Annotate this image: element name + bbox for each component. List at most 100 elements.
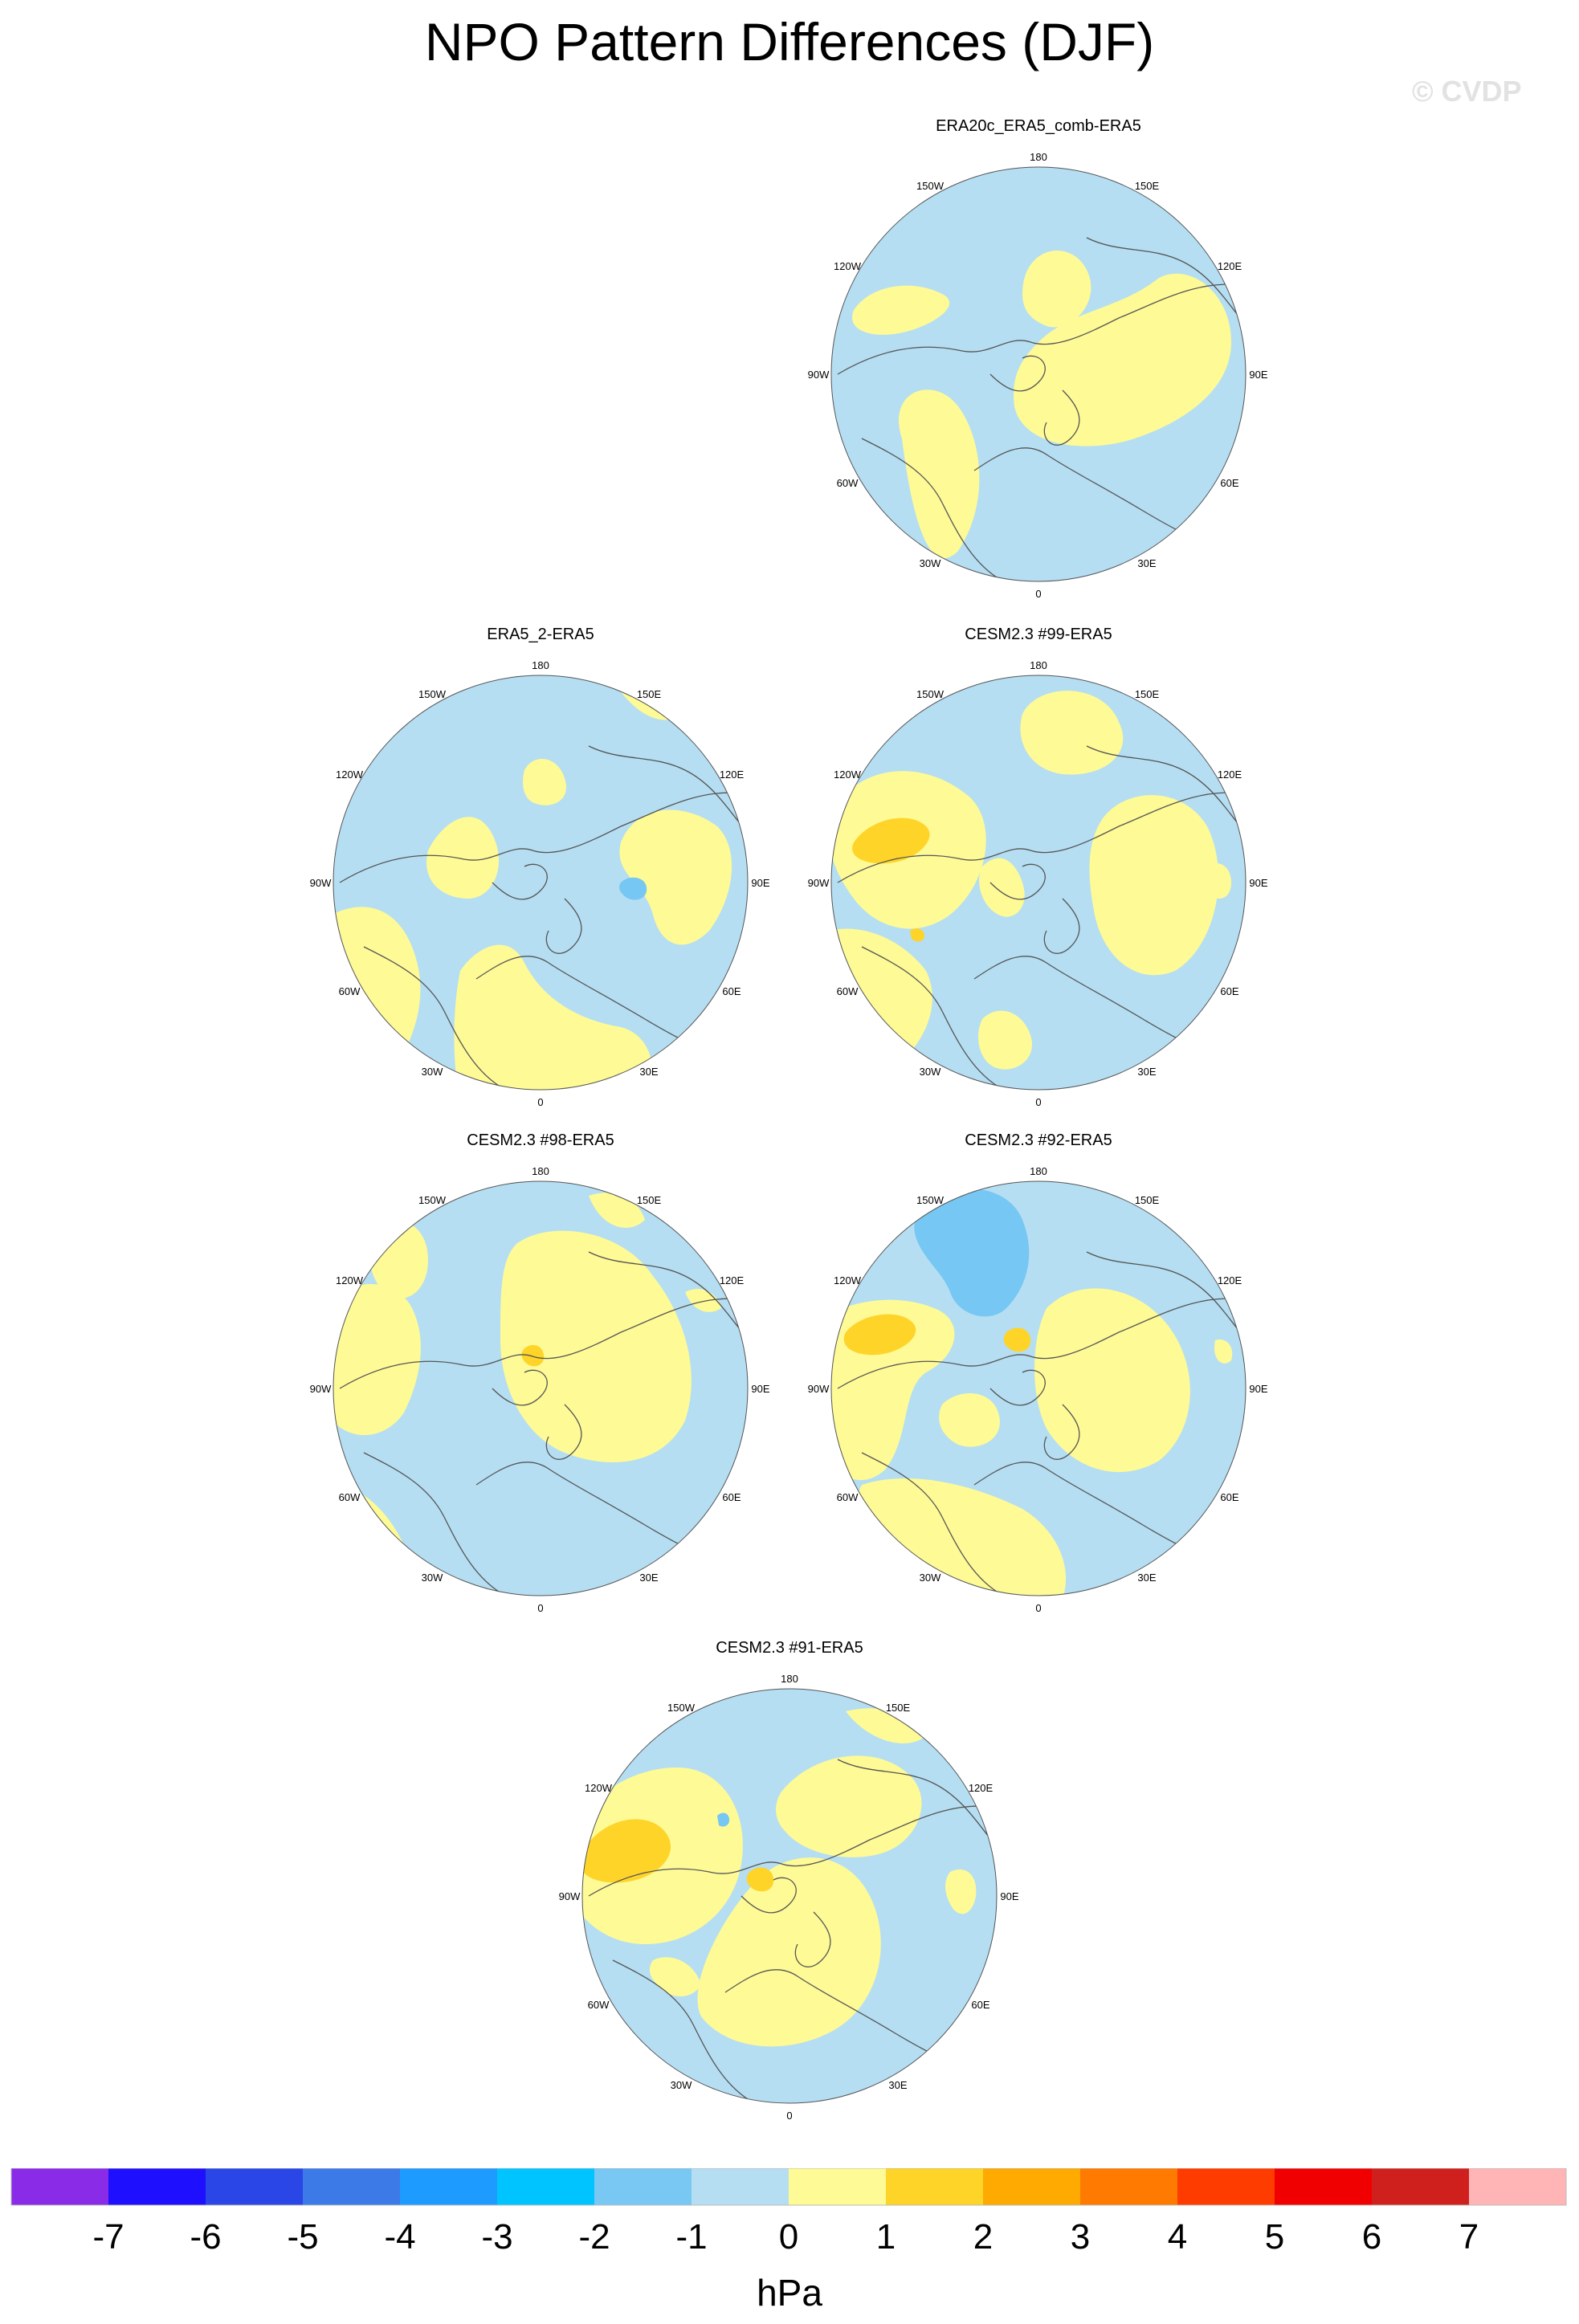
colorbar-boxes <box>10 2168 1567 2206</box>
colorbar-unit: hPa <box>757 2272 822 2314</box>
lon-label-60e: 60E <box>971 1999 989 2011</box>
coastline <box>492 1369 548 1406</box>
coastline <box>339 792 748 883</box>
colorbar-box <box>1080 2168 1178 2205</box>
lon-label-120w: 120W <box>834 1274 862 1286</box>
longitude-labels: 180 0 150W 150E 120W 120E 90W 90E 60W 60… <box>808 659 1268 1108</box>
lon-label-120w: 120W <box>834 260 862 272</box>
positive-anomaly <box>945 1869 977 1914</box>
lon-label-120e: 120E <box>1218 769 1242 781</box>
lon-label-30e: 30E <box>1137 557 1156 569</box>
positive-anomaly <box>1089 795 1219 976</box>
lon-label-150w: 150W <box>916 1194 945 1206</box>
page-title: NPO Pattern Differences (DJF) <box>424 12 1155 71</box>
lon-label-top: 180 <box>1030 151 1047 163</box>
lon-label-120e: 120E <box>1218 1274 1242 1286</box>
colorbar-tick-label: 4 <box>1168 2217 1187 2257</box>
lon-label-60w: 60W <box>837 985 859 997</box>
lon-label-30e: 30E <box>888 2079 907 2091</box>
lon-label-120e: 120E <box>1218 260 1242 272</box>
coastline <box>1086 237 1246 327</box>
lon-label-30e: 30E <box>639 1572 658 1584</box>
positive-anomaly <box>454 944 653 1090</box>
colorbar-box <box>1372 2168 1470 2205</box>
lon-label-60w: 60W <box>837 1491 859 1503</box>
lon-label-150w: 150W <box>667 1702 696 1714</box>
coastline <box>545 898 582 954</box>
coastline <box>588 1805 997 1897</box>
strong-positive-anomaly <box>852 817 930 864</box>
polar-map: 180 0 150W 150E 120W 120E 90W 90E 60W 60… <box>808 659 1268 1108</box>
map-panel-2: ERA5_2-ERA5 180 0 150W 150E 1 <box>284 626 798 1123</box>
map-panel-4: CESM2.3 #98-ERA5 180 0 150W 150E 120 <box>284 1131 798 1629</box>
lon-label-90w: 90W <box>310 1383 332 1395</box>
coastline <box>1043 389 1080 446</box>
map-border <box>830 1180 1246 1596</box>
lon-label-150w: 150W <box>916 180 945 192</box>
lon-label-30w: 30W <box>920 1066 941 1078</box>
longitude-labels: 180 0 150W 150E 120W 120E 90W 90E 60W 60… <box>808 1165 1268 1614</box>
coastlines <box>339 745 748 1090</box>
lon-label-120e: 120E <box>720 769 745 781</box>
strong-positive-anomaly <box>843 1314 916 1356</box>
lon-label-60w: 60W <box>837 477 859 489</box>
lon-label-90w: 90W <box>808 877 830 889</box>
coastline <box>989 1369 1046 1406</box>
lon-label-bottom: 0 <box>537 1602 543 1614</box>
lon-label-bottom: 0 <box>1035 1096 1041 1108</box>
coastline <box>1086 1251 1246 1341</box>
map-border <box>830 675 1246 1091</box>
positive-anomaly <box>426 817 500 899</box>
colorbar-box <box>206 2168 304 2205</box>
lon-label-bottom: 0 <box>537 1096 543 1108</box>
map-panel-6: CESM2.3 #91-ERA5 180 0 150W <box>532 1639 1047 2137</box>
coastline <box>612 1959 758 2103</box>
lon-label-90e: 90E <box>751 877 769 889</box>
map-border <box>581 1688 998 2104</box>
positive-anomaly <box>831 1299 955 1481</box>
strong-positive-anomaly <box>910 928 924 942</box>
positive-anomaly <box>500 1230 692 1462</box>
colorbar-tick-label: -3 <box>481 2217 512 2257</box>
lon-label-30w: 30W <box>920 1572 941 1584</box>
lon-label-150w: 150W <box>418 688 447 700</box>
lon-label-150e: 150E <box>637 688 662 700</box>
colorbar-box <box>11 2168 109 2205</box>
colorbar-tick-label: 1 <box>876 2217 896 2257</box>
lon-label-30e: 30E <box>1137 1066 1156 1078</box>
lon-label-top: 180 <box>1030 659 1047 671</box>
lon-label-150e: 150E <box>1135 180 1160 192</box>
lon-label-60e: 60E <box>722 1491 741 1503</box>
coastline <box>588 745 748 835</box>
colorbar-tick-label: -4 <box>384 2217 415 2257</box>
lon-label-30w: 30W <box>422 1066 443 1078</box>
lon-label-120w: 120W <box>336 1274 364 1286</box>
coastline <box>492 863 548 900</box>
positive-anomaly <box>685 1289 721 1312</box>
lon-label-60w: 60W <box>339 1491 361 1503</box>
coastline <box>861 1452 1007 1596</box>
strong-positive-anomaly <box>582 1819 671 1883</box>
panel-title: CESM2.3 #92-ERA5 <box>965 1131 1112 1149</box>
colorbar-outline <box>10 2168 1567 2206</box>
colorbar-tick-label: -1 <box>675 2217 707 2257</box>
positive-anomaly <box>899 389 980 559</box>
positive-anomaly <box>978 1010 1032 1070</box>
coastline <box>837 1298 1246 1389</box>
polar-map: 180 0 150W 150E 120W 120E 90W 90E 60W 60… <box>808 1165 1268 1614</box>
lon-label-90e: 90E <box>1000 1890 1018 1902</box>
positive-anomaly <box>649 1957 701 1996</box>
map-border <box>830 166 1246 582</box>
lon-label-30w: 30W <box>422 1572 443 1584</box>
colorbar-box <box>1469 2168 1567 2205</box>
positive-anomaly <box>1014 273 1231 446</box>
map-border <box>333 675 749 1091</box>
lon-label-150e: 150E <box>1135 688 1160 700</box>
colorbar-tick-label: -7 <box>92 2217 124 2257</box>
panel-title: CESM2.3 #91-ERA5 <box>716 1639 863 1657</box>
colorbar-tick-label: 5 <box>1265 2217 1284 2257</box>
colorbar-tick-label: 7 <box>1459 2217 1479 2257</box>
positive-anomaly <box>1034 1288 1190 1473</box>
polar-map: 180 0 150W 150E 120W 120E 90W 90E 60W 60… <box>310 1165 770 1614</box>
map-panel-5: CESM2.3 #92-ERA5 180 0 150W 150E <box>781 1131 1295 1629</box>
